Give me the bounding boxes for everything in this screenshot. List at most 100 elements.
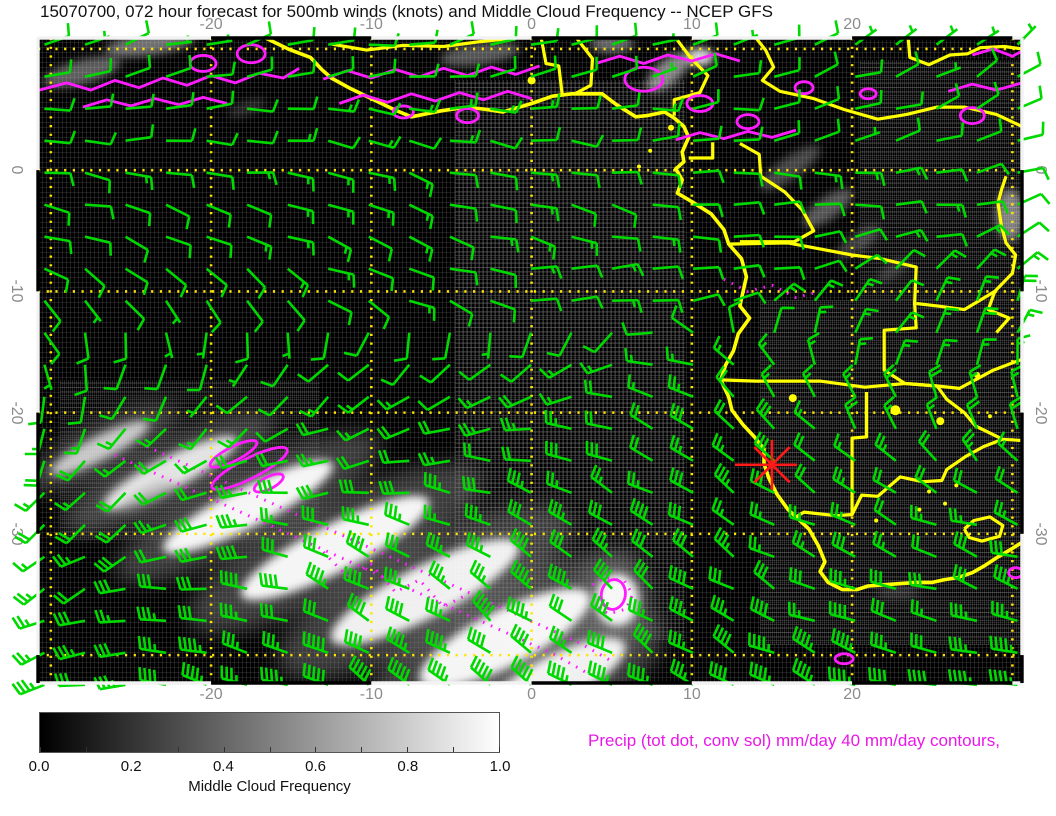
wind-barb: [910, 599, 937, 623]
cloud-blob: [43, 56, 121, 88]
wind-barb: [408, 235, 434, 262]
wind-barb: [773, 89, 801, 110]
wind-barb: [669, 658, 694, 686]
wind-barb: [611, 203, 638, 228]
wind-barb: [173, 517, 207, 533]
precip-contour-ring: [188, 54, 218, 73]
wind-barb: [669, 402, 694, 430]
wind-barb: [855, 171, 886, 187]
wind-barb: [626, 470, 654, 495]
wind-barb: [377, 449, 410, 464]
wind-barb: [629, 434, 654, 462]
wind-barb: [612, 298, 643, 314]
wind-barb: [952, 467, 978, 494]
wind-barb: [509, 623, 532, 654]
wind-barb: [510, 559, 532, 590]
wind-barb: [302, 631, 329, 655]
wind-barb: [507, 498, 532, 526]
wind-barb: [387, 656, 411, 686]
cloud-blob: [419, 588, 591, 683]
wind-barb: [1016, 23, 1037, 46]
wind-barb: [165, 235, 192, 259]
wind-barb: [914, 464, 938, 494]
wind-barb: [408, 137, 443, 150]
wind-barb: [814, 171, 844, 190]
country-border: [904, 357, 1022, 390]
wind-barb: [632, 622, 654, 654]
wind-barb: [246, 99, 279, 113]
wind-barb: [135, 427, 167, 448]
wind-barb: [828, 601, 856, 623]
wind-barb: [206, 235, 233, 258]
wind-barb: [976, 118, 1003, 142]
precip-contour-ring: [210, 445, 289, 491]
wind-barb: [760, 364, 776, 398]
precip-conv-solid-contour: [82, 96, 228, 109]
wind-barb: [380, 363, 411, 387]
wind-barb: [368, 102, 402, 116]
wind-barb: [165, 267, 188, 298]
wind-barb: [84, 58, 113, 78]
wind-barb: [261, 536, 289, 559]
wind-barb: [423, 472, 451, 495]
wind-barb: [287, 171, 315, 192]
wind-barb: [652, 62, 678, 78]
wind-barb: [579, 361, 613, 375]
colorbar-minor-tick: [499, 747, 500, 752]
precip-contour-ring: [1007, 566, 1022, 580]
wind-barb: [457, 395, 491, 410]
colorbar-minor-tick: [269, 747, 271, 752]
wind-barb: [788, 504, 816, 527]
wind-barb: [282, 332, 291, 359]
country-border: [754, 38, 1022, 128]
wind-barb: [652, 97, 685, 112]
wind-barb: [925, 395, 939, 430]
wind-barb: [713, 526, 735, 558]
wind-barb: [43, 364, 53, 391]
wind-barb: [546, 660, 573, 686]
wind-barb: [733, 291, 767, 305]
wind-barb: [417, 451, 451, 467]
precip-total-dotted-contour: [138, 441, 613, 663]
wind-barb: [813, 279, 844, 302]
colorbar-label-0.4: 0.4: [212, 758, 234, 775]
wind-barb: [327, 203, 355, 225]
wind-barb: [215, 395, 248, 415]
wind-barb: [499, 363, 532, 383]
wind-barb: [124, 299, 146, 331]
wind-barb: [409, 63, 440, 78]
colorbar-label-1.0: 1.0: [489, 758, 511, 775]
country-border: [962, 515, 1005, 543]
wind-barb: [287, 235, 315, 256]
wind-barb: [464, 503, 491, 527]
wind-barb: [305, 561, 329, 590]
wind-barb: [44, 203, 71, 226]
wind-barb: [384, 595, 410, 622]
wind-barb: [854, 25, 878, 46]
country-border: [574, 38, 595, 96]
wind-barb: [338, 479, 369, 495]
precip-total-dotted-contour: [723, 277, 821, 300]
wind-barb: [629, 497, 654, 526]
wind-barb: [299, 395, 330, 418]
colorbar-label-0.2: 0.2: [120, 758, 142, 775]
wind-barb: [583, 379, 613, 399]
wind-barb: [611, 55, 639, 78]
colorbar-minor-tick: [40, 747, 41, 752]
wind-barb: [93, 459, 127, 478]
wind-barb: [196, 332, 208, 359]
wind-barb: [142, 396, 168, 422]
wind-barb: [52, 644, 86, 661]
precip-contour-ring: [235, 43, 267, 65]
lake-marker: [874, 518, 879, 523]
wind-barb: [93, 642, 126, 659]
wind-barb: [506, 596, 532, 622]
wind-barb: [794, 463, 816, 494]
wind-barb: [997, 431, 1019, 462]
wind-barb: [976, 47, 999, 78]
wind-barb: [181, 661, 208, 687]
wind-barb: [469, 559, 492, 590]
precip-legend-text: Precip (tot dot, conv sol) mm/day 40 mm/…: [588, 731, 1000, 750]
wind-barb: [206, 61, 237, 78]
wind-barb: [84, 171, 112, 194]
